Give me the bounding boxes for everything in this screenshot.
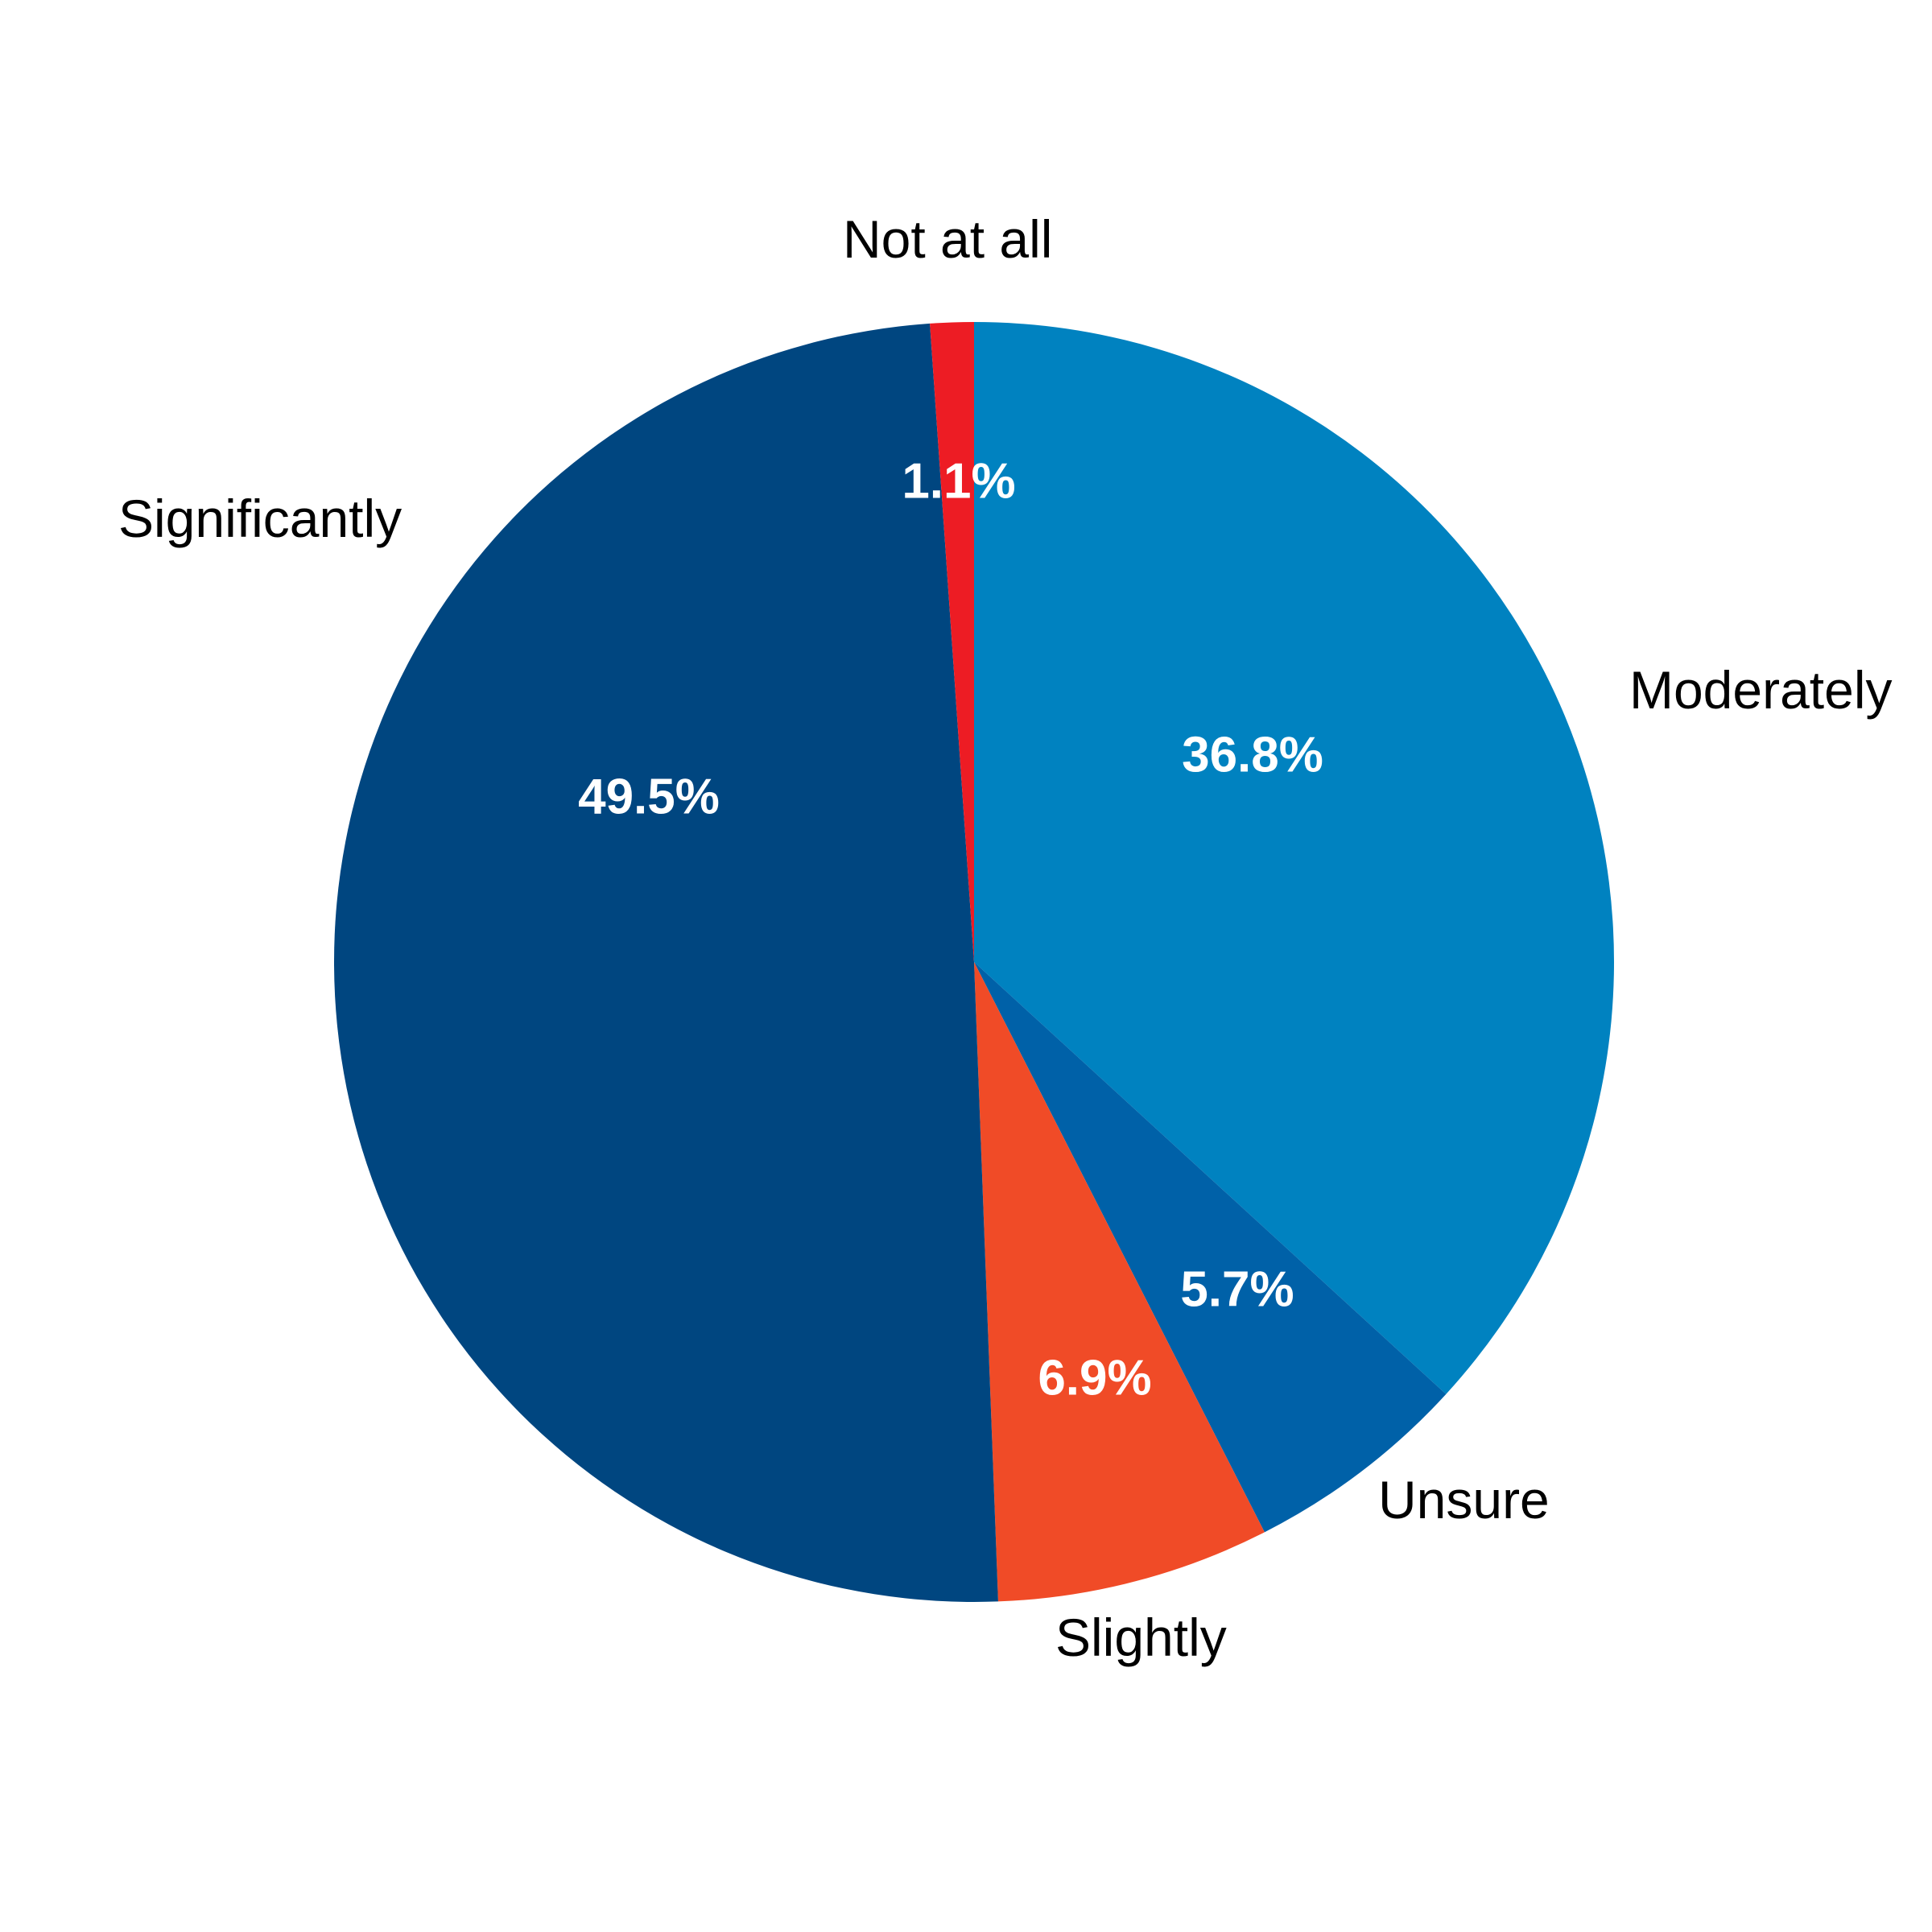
pie-slice-moderately [974, 322, 1614, 1394]
category-label-unsure: Unsure [1378, 1470, 1550, 1530]
category-label-slightly: Slightly [1055, 1608, 1227, 1667]
category-labels: Moderately Unsure Slightly Significantly Not… [118, 209, 1893, 1667]
category-label-moderately: Moderately [1629, 660, 1893, 720]
pie-slice-significantly [333, 323, 998, 1603]
category-label-significantly: Significantly [118, 489, 402, 548]
pie-slice-unsure [974, 962, 1447, 1533]
pie-slice-slightly [974, 962, 1265, 1602]
value-label-moderately: 36.8% [1182, 727, 1323, 782]
value-label-unsure: 5.7% [1180, 1261, 1294, 1317]
category-label-not-at-all: Not at all [843, 209, 1052, 269]
value-label-not-at-all: 1.1% [902, 453, 1015, 509]
value-labels: 36.8% 5.7% 6.9% 49.5% 1.1% [578, 453, 1323, 1406]
pie-slices [333, 322, 1614, 1603]
value-label-significantly: 49.5% [578, 769, 720, 824]
value-label-slightly: 6.9% [1038, 1350, 1151, 1406]
pie-slice-not-at-all [930, 322, 974, 962]
